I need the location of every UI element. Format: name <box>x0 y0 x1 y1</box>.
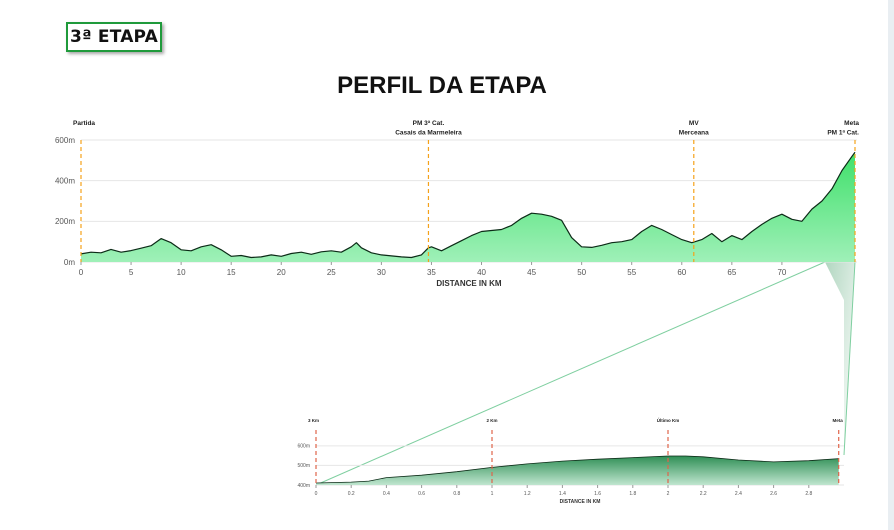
zoom-xtick-label: 2.4 <box>735 491 742 497</box>
zoom-marker-label: 3 Km <box>308 418 319 423</box>
zoom-connector-line-right <box>843 261 856 456</box>
profile-xtick-label: 70 <box>777 268 786 277</box>
zoom-connector-shade <box>824 262 855 455</box>
zoom-elevation-area <box>316 456 839 485</box>
zoom-xtick-label: 1.6 <box>594 491 601 497</box>
zoom-xtick-label: 2 <box>667 491 670 497</box>
zoom-ytick-label: 400m <box>297 483 310 489</box>
profile-xtick-label: 65 <box>727 268 736 277</box>
final-3km-chart: 400m 500m 600m 0 0.2 0.4 0.6 0.8 1 1.2 1.4 1.6 1.8 2 2… <box>297 417 844 505</box>
zoom-elevation-line <box>315 455 839 484</box>
zoom-xtick-label: 1.4 <box>559 491 566 497</box>
zoom-xtick-label: 2.6 <box>770 491 777 497</box>
profile-xtick-label: 60 <box>677 268 686 277</box>
profile-marker-label: Partida <box>73 120 95 127</box>
profile-xtick-label: 25 <box>327 268 336 277</box>
zoom-connector-line-left <box>315 261 826 486</box>
profile-ytick-label: 200m <box>55 217 75 226</box>
profile-ytick-label: 0m <box>64 258 75 267</box>
zoom-xtick-label: 0.8 <box>453 491 460 497</box>
profile-xtick-label: 55 <box>627 268 636 277</box>
profile-marker-label: MV <box>689 120 699 127</box>
zoom-marker-label: 2 Km <box>486 418 497 423</box>
profile-marker-label: Meta <box>844 120 859 127</box>
profile-xtick-label: 30 <box>377 268 386 277</box>
zoom-xaxis-label: DISTANCE IN KM <box>560 499 601 505</box>
zoom-xtick-label: 1.2 <box>524 491 531 497</box>
zoom-ytick-label: 500m <box>297 463 310 469</box>
profile-elevation-line <box>80 151 856 259</box>
stage-badge: 3ª ETAPA <box>66 22 162 52</box>
profile-xtick-label: 20 <box>277 268 286 277</box>
zoom-xtick-label: 1.8 <box>629 491 636 497</box>
profile-xtick-label: 15 <box>227 268 236 277</box>
zoom-xtick-label: 1 <box>491 491 494 497</box>
profile-marker-label: PM 1ª Cat. <box>827 130 859 137</box>
profile-marker-label: PM 3ª Cat. <box>413 120 445 127</box>
profile-xtick-label: 45 <box>527 268 536 277</box>
zoom-xtick-label: 0.4 <box>383 491 390 497</box>
profile-elevation-area <box>81 152 855 262</box>
profile-xtick-label: 40 <box>477 268 486 277</box>
window-edge <box>888 0 894 530</box>
profile-xtick-label: 5 <box>129 268 134 277</box>
profile-xtick-label: 10 <box>177 268 186 277</box>
zoom-xtick-label: 0.2 <box>348 491 355 497</box>
zoom-xtick-label: 2.8 <box>805 491 812 497</box>
zoom-connector <box>315 261 856 486</box>
profile-xtick-label: 50 <box>577 268 586 277</box>
page-title: PERFIL DA ETAPA <box>337 72 547 99</box>
profile-xtick-label: 0 <box>79 268 84 277</box>
zoom-marker-label: Meta <box>832 418 843 423</box>
zoom-xtick-label: 0 <box>315 491 318 497</box>
zoom-marker-label: Último Km <box>657 417 680 423</box>
profile-marker-label: Casais da Marmeleira <box>395 130 462 137</box>
profile-ytick-label: 600m <box>55 136 75 145</box>
zoom-xtick-label: 0.6 <box>418 491 425 497</box>
zoom-xtick-label: 2.2 <box>700 491 707 497</box>
profile-xaxis-label: DISTANCE IN KM <box>436 279 502 288</box>
full-stage-chart: 0m 200m 400m 600m 0 5 10 15 20 25 30 35 40 45 50 55 60 65… <box>55 120 859 288</box>
profile-xtick-label: 35 <box>427 268 436 277</box>
profile-ytick-label: 400m <box>55 176 75 185</box>
zoom-ytick-label: 600m <box>297 444 310 450</box>
profile-marker-label: Merceana <box>679 130 709 137</box>
